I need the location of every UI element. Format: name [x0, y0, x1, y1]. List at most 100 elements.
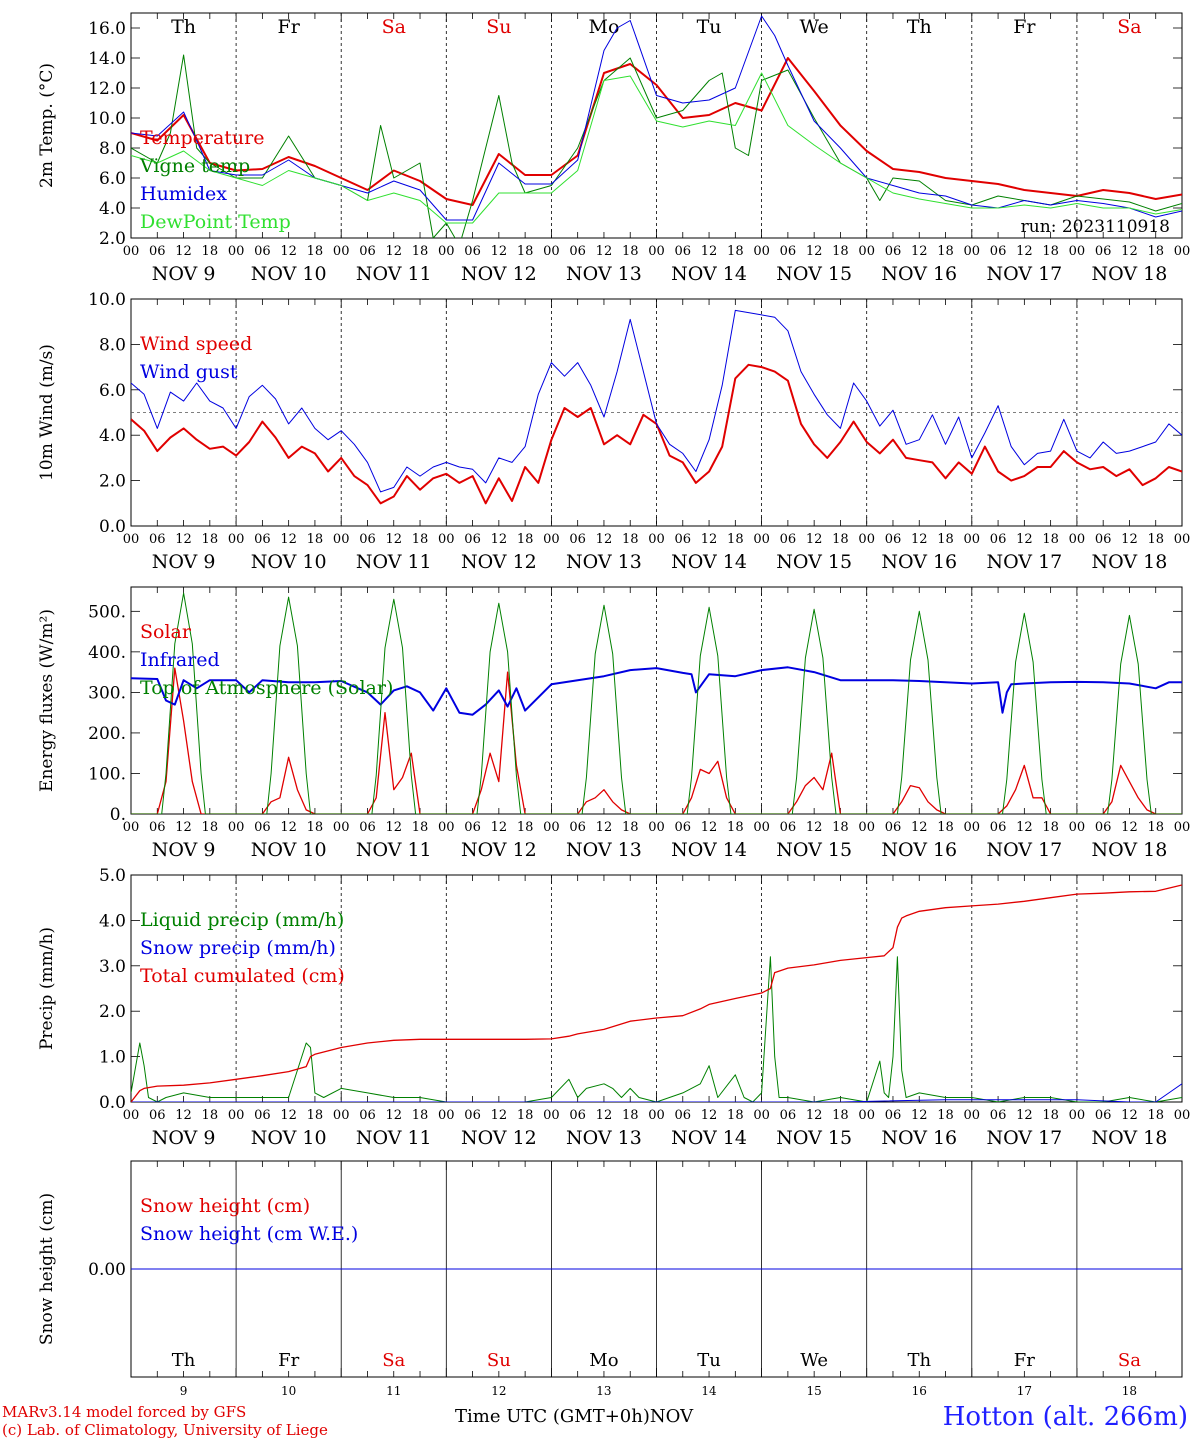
- hour-tick-label: 06: [254, 1108, 271, 1123]
- hour-tick-label: 12: [1016, 244, 1033, 259]
- hour-tick-label: 00: [858, 820, 875, 835]
- hour-tick-label: 12: [175, 532, 192, 547]
- run-label: run: 2023110918: [1021, 217, 1170, 237]
- hour-tick-label: 18: [307, 1108, 324, 1123]
- hour-tick-label: 06: [464, 820, 481, 835]
- weekday-label: Th: [172, 1350, 196, 1371]
- day-number-label: 11: [386, 1384, 401, 1398]
- legend-entry: Total cumulated (cm): [140, 965, 345, 987]
- hour-tick-label: 00: [1069, 244, 1086, 259]
- hour-tick-label: 18: [202, 820, 219, 835]
- hour-tick-label: 12: [175, 1108, 192, 1123]
- date-label: NOV 14: [671, 263, 747, 285]
- station-name: Hotton (alt. 266m): [942, 1402, 1188, 1432]
- hour-tick-label: 00: [228, 820, 245, 835]
- hour-tick-label: 06: [675, 244, 692, 259]
- hour-tick-label: 06: [780, 820, 797, 835]
- hour-tick-label: 00: [753, 1108, 770, 1123]
- date-label: NOV 9: [152, 551, 216, 573]
- legend-entry: Vigne temp: [139, 155, 250, 177]
- hour-tick-label: 06: [464, 1108, 481, 1123]
- legend-entry: Solar: [140, 621, 192, 643]
- hour-tick-label: 00: [1174, 820, 1191, 835]
- date-label: NOV 12: [461, 839, 537, 861]
- date-label: NOV 9: [152, 1127, 216, 1149]
- weekday-label: Su: [487, 1350, 511, 1371]
- hour-tick-label: 06: [569, 820, 586, 835]
- date-label: NOV 18: [1092, 1127, 1168, 1149]
- date-label: NOV 18: [1092, 839, 1168, 861]
- weekday-label: Fr: [278, 1350, 299, 1371]
- legend-entry: Humidex: [140, 183, 227, 205]
- hour-tick-label: 18: [1042, 244, 1059, 259]
- date-label: NOV 14: [671, 551, 747, 573]
- weekday-label: Mo: [588, 16, 619, 38]
- date-label: NOV 15: [776, 551, 852, 573]
- hour-tick-label: 18: [1147, 820, 1164, 835]
- date-label: NOV 12: [461, 1127, 537, 1149]
- y-tick-label: 10.0: [88, 109, 126, 129]
- hour-tick-label: 18: [622, 244, 639, 259]
- hour-tick-label: 12: [491, 244, 508, 259]
- series-line: [131, 54, 1182, 238]
- hour-tick-label: 12: [1016, 1108, 1033, 1123]
- weekday-label: Su: [486, 16, 511, 38]
- hour-tick-label: 12: [596, 1108, 613, 1123]
- hour-tick-label: 18: [832, 532, 849, 547]
- legend-entry: Infrared: [140, 649, 220, 671]
- hour-tick-label: 00: [123, 244, 140, 259]
- hour-tick-label: 00: [543, 532, 560, 547]
- date-label: NOV 17: [986, 551, 1062, 573]
- weekday-label: Mo: [589, 1350, 618, 1371]
- hour-tick-label: 12: [596, 820, 613, 835]
- hour-tick-label: 06: [149, 820, 166, 835]
- y-tick-label: 0.0: [99, 1093, 126, 1113]
- hour-tick-label: 18: [727, 1108, 744, 1123]
- hour-tick-label: 12: [596, 532, 613, 547]
- hour-tick-label: 00: [1069, 532, 1086, 547]
- y-tick-label: 4.0: [99, 911, 126, 931]
- date-label: NOV 16: [881, 551, 957, 573]
- date-label: NOV 17: [986, 1127, 1062, 1149]
- y-tick-label: 2.0: [99, 229, 126, 249]
- hour-tick-label: 06: [780, 1108, 797, 1123]
- date-label: NOV 17: [986, 839, 1062, 861]
- y-tick-label: 500.: [88, 602, 126, 622]
- y-tick-label: 6.0: [99, 381, 126, 401]
- hour-tick-label: 00: [123, 532, 140, 547]
- date-label: NOV 16: [881, 1127, 957, 1149]
- hour-tick-label: 00: [333, 244, 350, 259]
- hour-tick-label: 00: [543, 1108, 560, 1123]
- day-number-label: 18: [1122, 1384, 1137, 1398]
- series-line: [131, 666, 1182, 716]
- hour-tick-label: 18: [412, 820, 429, 835]
- hour-tick-label: 00: [858, 244, 875, 259]
- hour-tick-label: 06: [254, 244, 271, 259]
- series-line: [131, 309, 1182, 493]
- hour-tick-label: 00: [438, 820, 455, 835]
- series-group: [131, 884, 1182, 1102]
- y-tick-label: 2.0: [99, 1002, 126, 1022]
- hour-tick-label: 00: [753, 244, 770, 259]
- hour-tick-label: 06: [1095, 532, 1112, 547]
- hour-tick-label: 12: [806, 1108, 823, 1123]
- date-label: NOV 10: [251, 263, 327, 285]
- day-number-label: 10: [281, 1384, 296, 1398]
- hour-tick-label: 06: [1095, 820, 1112, 835]
- weekday-label: Sa: [382, 16, 406, 38]
- hour-tick-label: 00: [333, 532, 350, 547]
- hour-tick-label: 06: [569, 532, 586, 547]
- y-axis-title: Snow height (cm): [37, 1193, 57, 1345]
- y-axis-title: Energy fluxes (W/m²): [37, 609, 57, 792]
- hour-tick-label: 12: [911, 532, 928, 547]
- hour-tick-label: 06: [149, 244, 166, 259]
- hour-tick-label: 00: [648, 1108, 665, 1123]
- hour-tick-label: 12: [701, 820, 718, 835]
- hour-tick-label: 12: [911, 820, 928, 835]
- hour-tick-label: 00: [228, 244, 245, 259]
- weekday-label: Sa: [1117, 16, 1141, 38]
- weekday-label: Fr: [1014, 1350, 1035, 1371]
- hour-tick-label: 12: [596, 244, 613, 259]
- hour-tick-label: 18: [517, 1108, 534, 1123]
- hour-tick-label: 18: [517, 532, 534, 547]
